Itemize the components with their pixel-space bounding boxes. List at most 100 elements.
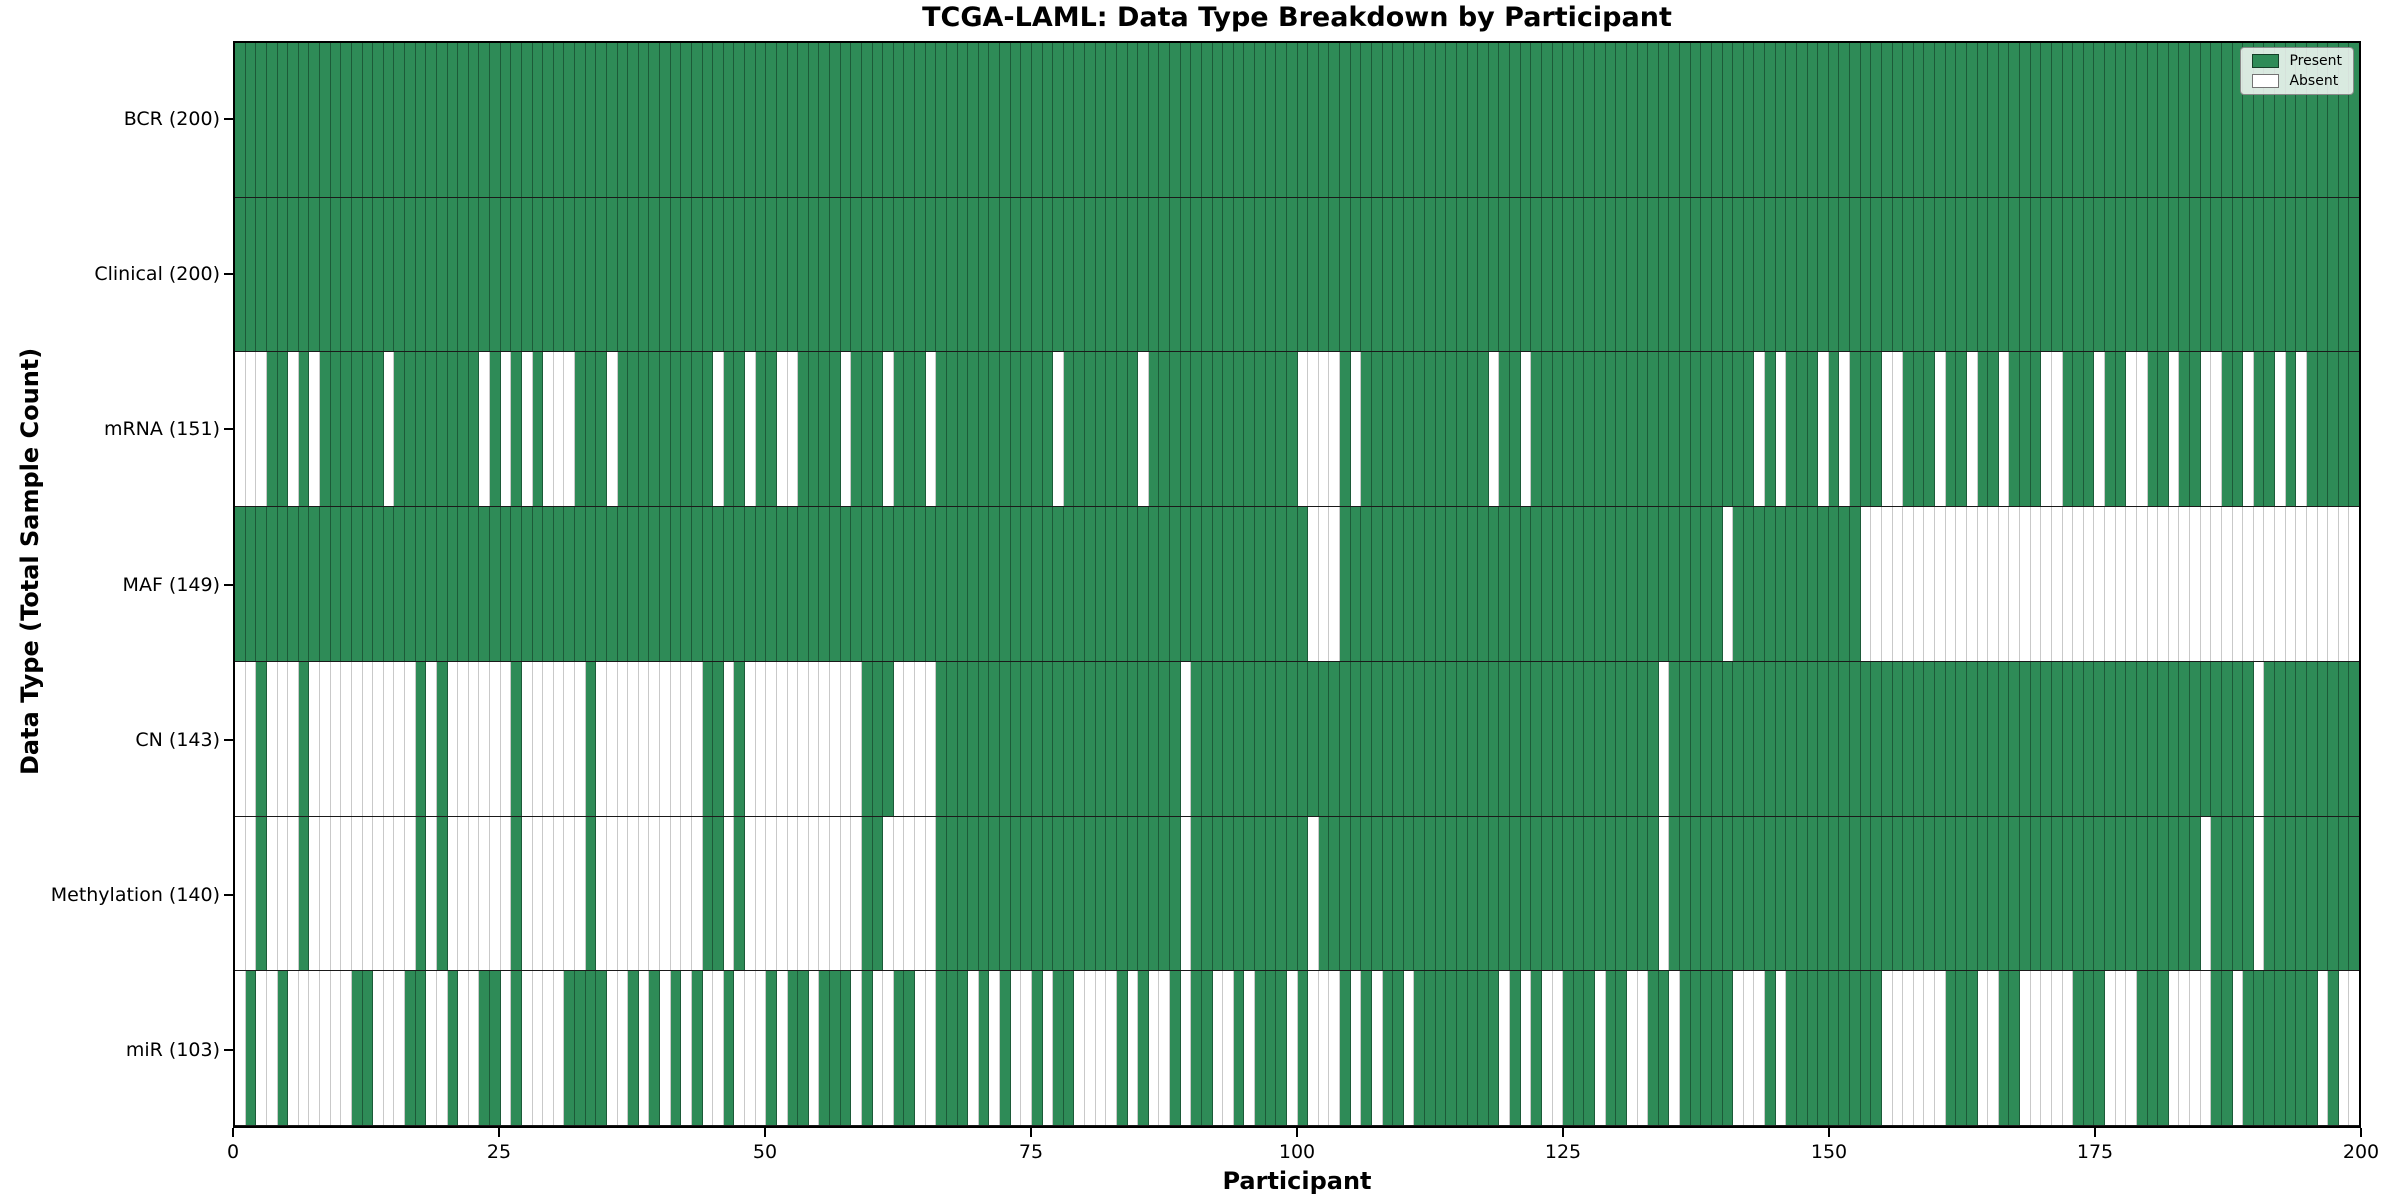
x-tick-label: 100 xyxy=(1278,1141,1316,1163)
heatmap-cell xyxy=(1541,352,1553,507)
heatmap-cell xyxy=(1680,197,1691,352)
heatmap-cell xyxy=(458,352,469,507)
heatmap-cell xyxy=(1031,352,1043,507)
heatmap-cell xyxy=(2328,197,2339,352)
heatmap-cell xyxy=(819,661,830,816)
heatmap-cell xyxy=(989,197,1000,352)
heatmap-cell xyxy=(1478,197,1489,352)
heatmap-cell xyxy=(1000,507,1011,661)
heatmap-cell xyxy=(1786,816,1797,971)
heatmap-cell xyxy=(1998,43,2010,197)
heatmap-cell xyxy=(2083,661,2095,816)
heatmap-cell xyxy=(883,507,894,661)
heatmap-cell xyxy=(1711,971,1723,1126)
heatmap-cell xyxy=(1541,507,1553,661)
heatmap-cell xyxy=(1701,661,1712,816)
heatmap-cell xyxy=(1765,971,1776,1126)
heatmap-cell xyxy=(266,43,278,197)
heatmap-cell xyxy=(1956,197,1967,352)
heatmap-cell xyxy=(1690,352,1702,507)
heatmap-cell xyxy=(458,971,469,1126)
heatmap-cell xyxy=(1892,197,1904,352)
heatmap-cell xyxy=(1510,816,1521,971)
heatmap-cell xyxy=(1297,197,1309,352)
heatmap-cell xyxy=(1276,197,1287,352)
heatmap-cell xyxy=(1701,197,1712,352)
heatmap-cell xyxy=(1255,352,1266,507)
heatmap-cell xyxy=(1180,352,1192,507)
heatmap-cell xyxy=(1711,197,1723,352)
heatmap-cell xyxy=(745,352,756,507)
heatmap-cell xyxy=(925,43,937,197)
heatmap-cell xyxy=(617,197,629,352)
heatmap-cell xyxy=(1340,816,1351,971)
heatmap-cell xyxy=(1053,661,1064,816)
heatmap-cell xyxy=(458,661,469,816)
heatmap-cell xyxy=(617,43,629,197)
heatmap-cell xyxy=(1021,507,1032,661)
heatmap-cell xyxy=(1446,507,1457,661)
heatmap-cell xyxy=(1966,816,1978,971)
heatmap-cell xyxy=(309,661,320,816)
heatmap-cell xyxy=(320,43,331,197)
heatmap-cell xyxy=(1148,816,1160,971)
heatmap-cell xyxy=(575,352,586,507)
heatmap-cell xyxy=(575,507,586,661)
heatmap-cell xyxy=(2041,971,2052,1126)
heatmap-cell xyxy=(1903,507,1914,661)
heatmap-cell xyxy=(1340,197,1351,352)
heatmap-cell xyxy=(373,661,384,816)
heatmap-cell xyxy=(1467,352,1479,507)
heatmap-cell xyxy=(1860,197,1872,352)
heatmap-cell xyxy=(490,43,501,197)
heatmap-cell xyxy=(649,43,660,197)
heatmap-cell xyxy=(1010,661,1022,816)
heatmap-cell xyxy=(2264,507,2275,661)
heatmap-cell xyxy=(1212,661,1224,816)
heatmap-cell xyxy=(1138,507,1149,661)
heatmap-cell xyxy=(330,661,342,816)
heatmap-cell xyxy=(2338,43,2350,197)
heatmap-cell xyxy=(1616,661,1627,816)
heatmap-cell xyxy=(2147,661,2159,816)
heatmap-cell xyxy=(1499,971,1510,1126)
heatmap-cell xyxy=(1350,971,1362,1126)
heatmap-cell xyxy=(957,43,969,197)
heatmap-cell xyxy=(606,816,618,971)
heatmap-cell xyxy=(2317,816,2329,971)
x-tick-mark xyxy=(764,1128,766,1137)
heatmap-cell xyxy=(1988,43,1999,197)
heatmap-cell xyxy=(638,352,650,507)
x-tick-mark xyxy=(2094,1128,2096,1137)
x-tick-label: 150 xyxy=(1810,1141,1848,1163)
heatmap-cell xyxy=(1414,197,1425,352)
heatmap-cell xyxy=(702,661,714,816)
heatmap-cell xyxy=(1658,197,1670,352)
heatmap-cell xyxy=(840,661,852,816)
heatmap-cell xyxy=(1510,352,1521,507)
heatmap-cell xyxy=(1584,816,1595,971)
heatmap-cell xyxy=(1212,197,1224,352)
heatmap-cell xyxy=(1786,197,1797,352)
heatmap-cell xyxy=(394,507,405,661)
heatmap-cell xyxy=(1063,971,1075,1126)
heatmap-cell xyxy=(1031,197,1043,352)
heatmap-cell xyxy=(1786,507,1797,661)
heatmap-cell xyxy=(1913,197,1925,352)
heatmap-cell xyxy=(1935,971,1946,1126)
heatmap-cell xyxy=(1552,971,1564,1126)
x-tick-label: 0 xyxy=(226,1141,240,1163)
heatmap-cell xyxy=(1446,352,1457,507)
heatmap-cell xyxy=(511,661,522,816)
heatmap-cell xyxy=(2136,197,2148,352)
heatmap-cell xyxy=(691,197,703,352)
heatmap-cell xyxy=(500,816,512,971)
heatmap-cell xyxy=(1180,197,1192,352)
heatmap-cell xyxy=(915,661,926,816)
heatmap-cell xyxy=(1127,352,1139,507)
heatmap-cell xyxy=(2285,971,2297,1126)
heatmap-cell xyxy=(1010,816,1022,971)
heatmap-cell xyxy=(1573,43,1585,197)
heatmap-cell xyxy=(702,43,714,197)
heatmap-cell xyxy=(1881,197,1893,352)
